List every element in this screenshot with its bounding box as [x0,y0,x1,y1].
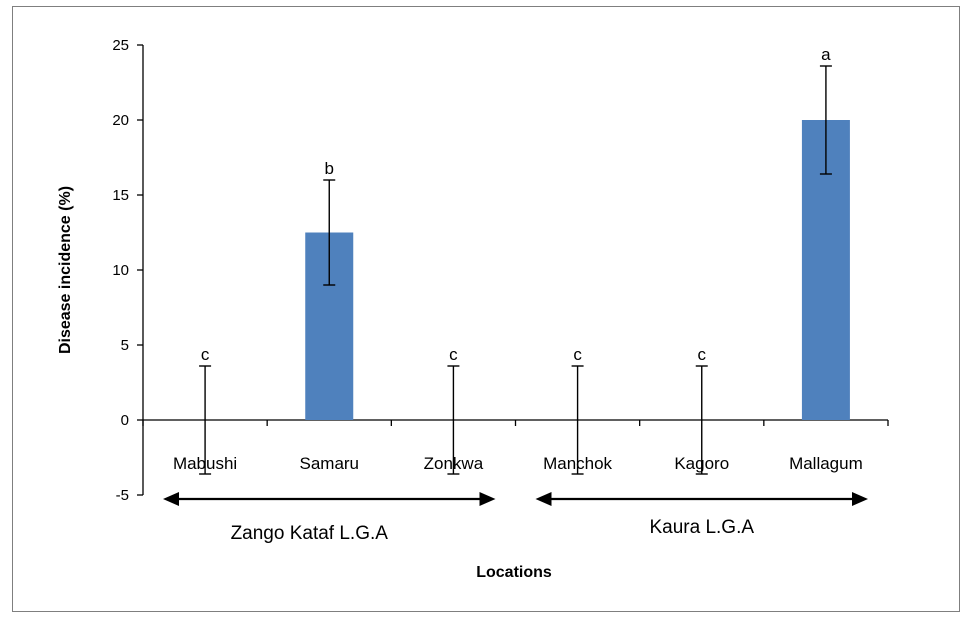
error-bars [199,65,832,475]
y-axis-title: Disease incidence (%) [57,186,74,354]
significance-letter: b [325,159,334,178]
significance-letter: c [201,345,210,364]
y-tick-label: 10 [112,262,129,279]
group-arrow-head-right [852,492,868,506]
y-tick-label: 15 [112,187,129,204]
y-tick-label: 5 [121,337,129,354]
y-tick-label: -5 [116,487,129,504]
x-axis-title: Locations [476,564,552,581]
group-label: Zango Kataf L.G.A [231,523,389,544]
group-arrow-head-right [479,492,496,506]
labels: c Mabushi b Samaru c Zonkwa c Manchok c Kagoro a Ma… [163,45,868,544]
category-label: Kagoro [674,454,729,473]
significance-letter: a [821,45,831,64]
category-label: Manchok [543,454,612,473]
category-label: Mallagum [789,454,863,473]
significance-letter: c [698,345,707,364]
group-arrow-head-left [163,492,179,506]
significance-letter: c [449,345,458,364]
group-arrow-head-left [535,492,552,506]
significance-letter: c [573,345,582,364]
group-label: Kaura L.G.A [649,517,754,538]
axes: -5 0 5 10 15 20 25 [112,37,889,504]
category-label: Samaru [299,454,359,473]
category-label: Zonkwa [424,454,484,473]
y-tick-label: 0 [121,412,129,429]
y-tick-label: 20 [112,112,129,129]
category-label: Mabushi [173,454,237,473]
y-tick-label: 25 [112,37,129,54]
